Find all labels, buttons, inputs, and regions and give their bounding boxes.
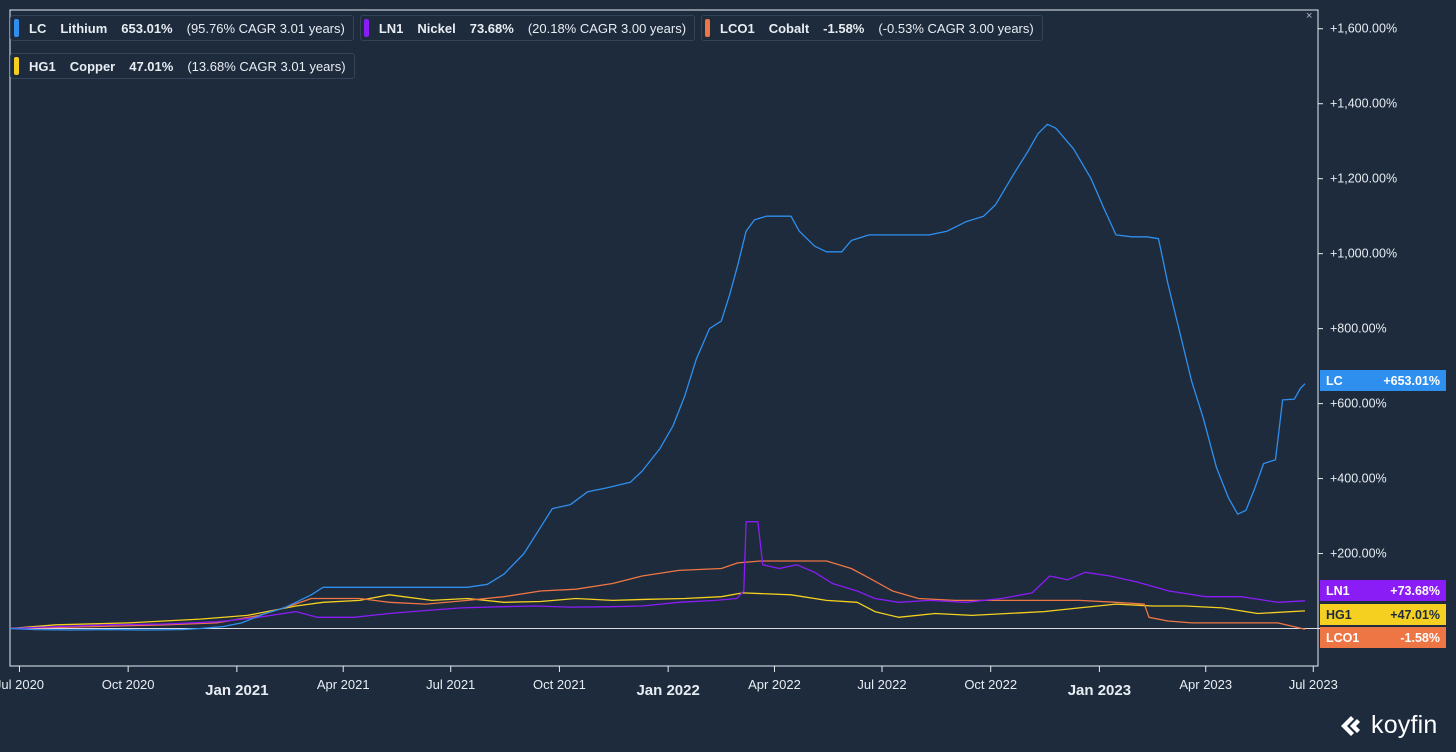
x-tick-label: Jul 2022 <box>857 677 906 692</box>
series-line-lc <box>9 123 1306 631</box>
legend-cagr: (95.76% CAGR 3.01 years) <box>186 20 345 36</box>
y-tick-label: +1,600.00% <box>1330 22 1397 36</box>
value-tag-value: +653.01% <box>1383 373 1440 388</box>
y-tick-label: +600.00% <box>1330 397 1387 411</box>
x-tick-label: Jan 2022 <box>636 682 699 699</box>
x-tick-label: Oct 2022 <box>964 677 1017 692</box>
legend-cagr: (20.18% CAGR 3.00 years) <box>527 20 687 36</box>
legend-series-name: Cobalt <box>768 20 810 36</box>
legend-item-lc[interactable]: LC Lithium 653.01% (95.76% CAGR 3.01 years) <box>10 15 354 41</box>
legend-series-name: Copper <box>69 58 116 74</box>
x-tick-label: Jan 2023 <box>1068 682 1131 699</box>
x-tick-label: Oct 2020 <box>102 677 155 692</box>
value-tag-value: +73.68% <box>1390 583 1440 598</box>
series-line-hg1 <box>9 592 1306 630</box>
close-icon[interactable]: × <box>1306 10 1313 22</box>
y-tick-label: +400.00% <box>1330 472 1387 486</box>
x-tick-label: Jul 2021 <box>426 677 475 692</box>
legend-ticker: HG1 <box>29 58 56 74</box>
value-tag-ln1: LN1 +73.68% <box>1320 580 1446 601</box>
legend-swatch <box>705 19 711 37</box>
x-tick-label: Jul 2020 <box>0 677 44 692</box>
koyfin-logo: koyfin <box>1337 711 1438 740</box>
legend-swatch <box>14 19 19 37</box>
y-tick-label: +1,400.00% <box>1330 97 1397 111</box>
x-tick-label: Jul 2023 <box>1289 677 1338 692</box>
legend-swatch <box>363 19 369 37</box>
x-tick-label: Oct 2021 <box>533 677 586 692</box>
koyfin-logo-icon <box>1341 715 1360 736</box>
legend-ticker: LN1 <box>378 20 404 36</box>
x-tick-label: Apr 2021 <box>317 677 370 692</box>
value-tag-value: -1.58% <box>1400 630 1440 645</box>
x-tick-label: Apr 2023 <box>1179 677 1232 692</box>
value-tag-ticker: HG1 <box>1326 607 1352 622</box>
value-tag-lco1: LCO1 -1.58% <box>1320 627 1446 648</box>
legend-series-name: Nickel <box>417 20 456 36</box>
legend-return: -1.58% <box>823 20 865 36</box>
legend-swatch <box>14 57 19 75</box>
y-tick-label: +200.00% <box>1330 547 1387 561</box>
logo-text: koyfin <box>1371 711 1438 739</box>
series-line-ln1 <box>9 521 1306 630</box>
y-tick-label: +1,200.00% <box>1330 172 1397 186</box>
legend-item-lco1[interactable]: LCO1 Cobalt -1.58% (-0.53% CAGR 3.00 years) <box>701 15 1043 41</box>
value-tag-value: +47.01% <box>1390 607 1440 622</box>
value-tag-lc: LC +653.01% <box>1320 370 1446 391</box>
legend-cagr: (-0.53% CAGR 3.00 years) <box>878 20 1034 36</box>
series-line-lco1 <box>9 560 1306 630</box>
value-tag-hg1: HG1 +47.01% <box>1320 604 1446 625</box>
value-tag-ticker: LN1 <box>1326 583 1350 598</box>
legend-return: 47.01% <box>129 58 174 74</box>
value-tag-ticker: LC <box>1326 373 1343 388</box>
legend-return: 653.01% <box>121 20 173 36</box>
legend-cagr: (13.68% CAGR 3.01 years) <box>187 58 346 74</box>
legend-return: 73.68% <box>469 20 514 36</box>
x-tick-label: Apr 2022 <box>748 677 801 692</box>
legend-ticker: LC <box>29 20 47 36</box>
y-tick-label: +1,000.00% <box>1330 247 1397 261</box>
legend-ticker: LCO1 <box>720 20 755 36</box>
legend-item-ln1[interactable]: LN1 Nickel 73.68% (20.18% CAGR 3.00 years) <box>359 15 696 41</box>
plot-frame <box>9 9 1319 667</box>
legend-item-hg1[interactable]: HG1 Copper 47.01% (13.68% CAGR 3.01 years) <box>10 53 355 79</box>
y-tick-label: +800.00% <box>1330 322 1387 336</box>
legend-series-name: Lithium <box>60 20 108 36</box>
x-tick-label: Jan 2021 <box>205 682 268 699</box>
value-tag-ticker: LCO1 <box>1326 630 1360 645</box>
